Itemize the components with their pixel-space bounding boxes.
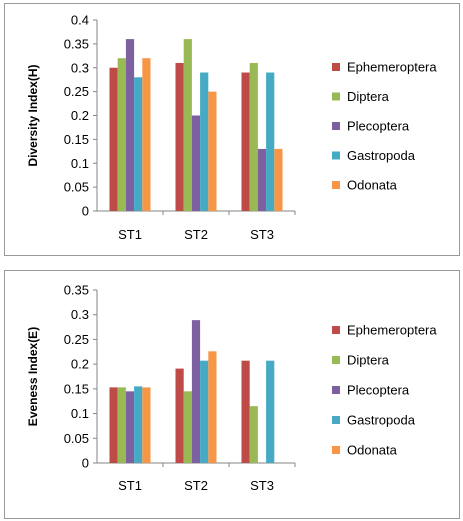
legend-swatch-gastropoda: [332, 416, 340, 424]
legend-label-diptera: Diptera: [347, 353, 390, 368]
x-tick-label: ST3: [250, 227, 274, 242]
bar-plecoptera-st1: [125, 391, 135, 463]
x-tick-label: ST3: [250, 478, 274, 493]
legend-label-gastropoda: Gastropoda: [347, 148, 416, 163]
diversity-chart: 0 0.05 0.1 0.15 0.2 0.25 0.3 0.35 0.4 Diversity I…: [26, 13, 437, 243]
bar-diptera-st2: [183, 39, 192, 211]
legend-swatch-plecoptera: [332, 386, 340, 394]
y-tick-label: 0.1: [71, 156, 89, 171]
bar-diptera-st1: [117, 58, 126, 212]
bar-ephemeroptera-st1: [109, 387, 118, 463]
y-tick-label: 0.35: [64, 36, 89, 51]
legend-swatch-gastropoda: [332, 151, 340, 160]
x-tick-label: ST2: [184, 227, 208, 242]
y-tick-label: 0.2: [71, 108, 89, 123]
y-tick-label: 0.1: [71, 406, 89, 421]
bar-odonata-st1: [142, 58, 151, 212]
legend-label-odonata: Odonata: [347, 178, 398, 193]
legend-swatch-plecoptera: [332, 122, 340, 130]
y-tick-label: 0.3: [71, 60, 89, 75]
x-tick-label: ST2: [184, 478, 208, 493]
bar-plecoptera-st2: [191, 320, 201, 463]
y-tick-label: 0.15: [64, 381, 89, 396]
bar-odonata-st2: [208, 91, 217, 211]
bar-ephemeroptera-st2: [175, 62, 184, 211]
bar-odonata-st3: [274, 148, 283, 211]
y-tick-label: 0.15: [64, 132, 89, 147]
bar-gastropoda-st1: [134, 386, 143, 463]
y-tick-label: 0.05: [64, 431, 89, 446]
eveness-chart-panel: 0 0.05 0.1 0.15 0.2 0.25 0.3 0.35 Eveness Index(…: [4, 270, 460, 519]
bar-plecoptera-st1: [125, 39, 135, 211]
bar-diptera-st3: [249, 62, 258, 211]
legend-label-gastropoda: Gastropoda: [347, 413, 416, 428]
bar-diptera-st3: [249, 406, 258, 463]
bar-ephemeroptera-st3: [241, 360, 250, 463]
bar-ephemeroptera-st1: [109, 67, 118, 211]
bar-ephemeroptera-st3: [241, 72, 250, 212]
y-tick-label: 0.4: [71, 13, 89, 28]
bar-plecoptera-st3: [257, 148, 267, 211]
bar-gastropoda-st3: [266, 360, 275, 463]
legend-label-diptera: Diptera: [347, 89, 390, 104]
bar-diptera-st2: [183, 391, 192, 463]
legend-swatch-ephemeroptera: [332, 326, 340, 334]
legend-label-plecoptera: Plecoptera: [347, 383, 410, 398]
bar-plecoptera-st2: [191, 115, 201, 211]
y-axis-title: Eveness Index(E): [26, 327, 40, 426]
y-tick-label: 0.25: [64, 332, 89, 347]
x-tick-label: ST1: [118, 478, 142, 493]
legend-swatch-diptera: [332, 92, 340, 101]
bar-odonata-st1: [142, 387, 151, 463]
bar-gastropoda-st2: [200, 72, 209, 212]
legend-label-odonata: Odonata: [347, 443, 398, 458]
bar-gastropoda-st1: [134, 77, 143, 211]
legend-swatch-odonata: [332, 181, 340, 189]
bar-odonata-st2: [208, 351, 217, 463]
legend-swatch-odonata: [332, 446, 340, 454]
diversity-chart-panel: 0 0.05 0.1 0.15 0.2 0.25 0.3 0.35 0.4 Diversity I…: [4, 3, 460, 256]
bar-ephemeroptera-st2: [175, 368, 184, 463]
y-tick-label: 0.3: [71, 307, 89, 322]
legend-label-ephemeroptera: Ephemeroptera: [347, 323, 437, 338]
legend-swatch-diptera: [332, 356, 340, 364]
y-tick-label: 0: [82, 456, 89, 471]
y-tick-label: 0.25: [64, 84, 89, 99]
eveness-chart: 0 0.05 0.1 0.15 0.2 0.25 0.3 0.35 Eveness Index(…: [26, 283, 437, 494]
legend-swatch-ephemeroptera: [332, 63, 340, 71]
legend-label-plecoptera: Plecoptera: [347, 119, 410, 134]
y-tick-label: 0.35: [64, 283, 89, 298]
y-tick-label: 0.05: [64, 180, 89, 195]
y-tick-label: 0: [82, 204, 89, 219]
y-axis-title: Diversity Index(H): [26, 64, 40, 166]
y-tick-label: 0.2: [71, 357, 89, 372]
bar-diptera-st1: [117, 387, 126, 463]
bar-gastropoda-st3: [266, 72, 275, 212]
legend-label-ephemeroptera: Ephemeroptera: [347, 60, 437, 75]
x-tick-label: ST1: [118, 227, 142, 242]
bar-gastropoda-st2: [200, 360, 209, 463]
